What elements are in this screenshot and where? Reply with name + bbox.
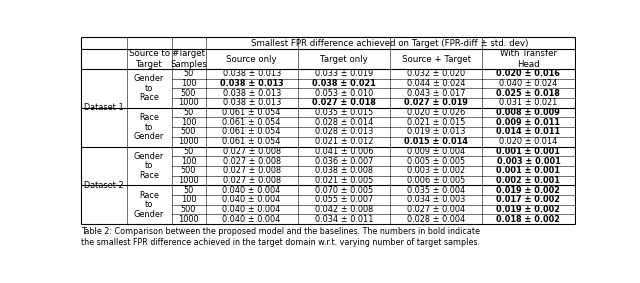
Text: 0.020 ± 0.016: 0.020 ± 0.016 — [497, 69, 561, 78]
Text: Table 2: Comparison between the proposed model and the baselines. The numbers in: Table 2: Comparison between the proposed… — [81, 227, 481, 247]
Text: 0.027 ± 0.008: 0.027 ± 0.008 — [223, 176, 281, 185]
Text: 100: 100 — [180, 118, 196, 127]
Text: With Transfer
Head: With Transfer Head — [500, 50, 557, 68]
Text: 500: 500 — [181, 166, 196, 175]
Text: 0.028 ± 0.014: 0.028 ± 0.014 — [315, 118, 373, 127]
Text: 0.017 ± 0.002: 0.017 ± 0.002 — [497, 196, 561, 204]
Text: 500: 500 — [181, 127, 196, 136]
Text: 0.034 ± 0.003: 0.034 ± 0.003 — [407, 196, 465, 204]
Text: 0.038 ± 0.013: 0.038 ± 0.013 — [223, 98, 281, 107]
Text: 0.040 ± 0.004: 0.040 ± 0.004 — [223, 196, 281, 204]
Text: 0.009 ± 0.004: 0.009 ± 0.004 — [407, 147, 465, 156]
Text: 0.014 ± 0.011: 0.014 ± 0.011 — [497, 127, 561, 136]
Text: 0.027 ± 0.018: 0.027 ± 0.018 — [312, 98, 376, 107]
Text: 0.027 ± 0.008: 0.027 ± 0.008 — [223, 166, 281, 175]
Text: 0.027 ± 0.019: 0.027 ± 0.019 — [404, 98, 468, 107]
Text: 0.040 ± 0.024: 0.040 ± 0.024 — [499, 79, 557, 88]
Text: 0.032 ± 0.020: 0.032 ± 0.020 — [407, 69, 465, 78]
Text: Gender
to
Race: Gender to Race — [134, 152, 164, 180]
Text: 500: 500 — [181, 89, 196, 98]
Text: 50: 50 — [184, 108, 194, 117]
Text: 0.061 ± 0.054: 0.061 ± 0.054 — [223, 118, 281, 127]
Text: 0.018 ± 0.002: 0.018 ± 0.002 — [497, 215, 561, 224]
Text: 0.027 ± 0.008: 0.027 ± 0.008 — [223, 147, 281, 156]
Text: 0.043 ± 0.017: 0.043 ± 0.017 — [407, 89, 465, 98]
Text: 100: 100 — [180, 156, 196, 166]
Text: 0.070 ± 0.005: 0.070 ± 0.005 — [315, 186, 373, 195]
Text: 0.041 ± 0.006: 0.041 ± 0.006 — [315, 147, 373, 156]
Text: 0.003 ± 0.001: 0.003 ± 0.001 — [497, 156, 560, 166]
Text: 0.015 ± 0.014: 0.015 ± 0.014 — [404, 137, 468, 146]
Text: 0.005 ± 0.005: 0.005 ± 0.005 — [407, 156, 465, 166]
Text: 0.038 ± 0.021: 0.038 ± 0.021 — [312, 79, 376, 88]
Text: 0.044 ± 0.024: 0.044 ± 0.024 — [407, 79, 465, 88]
Text: 0.038 ± 0.008: 0.038 ± 0.008 — [315, 166, 373, 175]
Text: Race
to
Gender: Race to Gender — [134, 190, 164, 219]
Text: 0.008 ± 0.009: 0.008 ± 0.009 — [497, 108, 561, 117]
Text: 0.061 ± 0.054: 0.061 ± 0.054 — [223, 127, 281, 136]
Text: 50: 50 — [184, 147, 194, 156]
Text: 50: 50 — [184, 186, 194, 195]
Text: 0.035 ± 0.015: 0.035 ± 0.015 — [315, 108, 373, 117]
Text: 0.040 ± 0.004: 0.040 ± 0.004 — [223, 205, 281, 214]
Text: 0.055 ± 0.007: 0.055 ± 0.007 — [315, 196, 373, 204]
Text: 0.036 ± 0.007: 0.036 ± 0.007 — [315, 156, 373, 166]
Text: 0.019 ± 0.013: 0.019 ± 0.013 — [407, 127, 465, 136]
Text: 0.038 ± 0.013: 0.038 ± 0.013 — [223, 89, 281, 98]
Text: Source to
Target: Source to Target — [129, 50, 170, 68]
Text: 0.040 ± 0.004: 0.040 ± 0.004 — [223, 186, 281, 195]
Text: 0.020 ± 0.014: 0.020 ± 0.014 — [499, 137, 557, 146]
Text: 0.006 ± 0.005: 0.006 ± 0.005 — [407, 176, 465, 185]
Text: 0.033 ± 0.019: 0.033 ± 0.019 — [315, 69, 373, 78]
Text: 0.028 ± 0.004: 0.028 ± 0.004 — [407, 215, 465, 224]
Text: 0.019 ± 0.002: 0.019 ± 0.002 — [497, 186, 561, 195]
Text: 1000: 1000 — [178, 176, 199, 185]
Text: 0.027 ± 0.008: 0.027 ± 0.008 — [223, 156, 281, 166]
Text: 1000: 1000 — [178, 215, 199, 224]
Text: 100: 100 — [180, 79, 196, 88]
Text: 0.009 ± 0.011: 0.009 ± 0.011 — [497, 118, 561, 127]
Text: Source only: Source only — [227, 55, 277, 63]
Text: 0.003 ± 0.002: 0.003 ± 0.002 — [407, 166, 465, 175]
Text: 50: 50 — [184, 69, 194, 78]
Text: 0.040 ± 0.004: 0.040 ± 0.004 — [223, 215, 281, 224]
Text: 0.021 ± 0.005: 0.021 ± 0.005 — [315, 176, 373, 185]
Text: Target only: Target only — [320, 55, 368, 63]
Text: 0.061 ± 0.054: 0.061 ± 0.054 — [223, 108, 281, 117]
Text: Gender
to
Race: Gender to Race — [134, 74, 164, 102]
Text: Dataset 2: Dataset 2 — [84, 181, 124, 190]
Text: 1000: 1000 — [178, 137, 199, 146]
Text: 0.019 ± 0.002: 0.019 ± 0.002 — [497, 205, 561, 214]
Text: Source + Target: Source + Target — [401, 55, 471, 63]
Text: Dataset 1: Dataset 1 — [84, 103, 124, 112]
Text: 0.053 ± 0.010: 0.053 ± 0.010 — [315, 89, 373, 98]
Text: 100: 100 — [180, 196, 196, 204]
Text: 0.061 ± 0.054: 0.061 ± 0.054 — [223, 137, 281, 146]
Text: 1000: 1000 — [178, 98, 199, 107]
Text: 0.042 ± 0.008: 0.042 ± 0.008 — [315, 205, 373, 214]
Text: 0.027 ± 0.004: 0.027 ± 0.004 — [407, 205, 465, 214]
Text: 0.002 ± 0.001: 0.002 ± 0.001 — [497, 176, 561, 185]
Text: 0.028 ± 0.013: 0.028 ± 0.013 — [315, 127, 373, 136]
Text: #Target
Samples: #Target Samples — [170, 50, 207, 68]
Text: 0.021 ± 0.015: 0.021 ± 0.015 — [407, 118, 465, 127]
Text: 0.020 ± 0.026: 0.020 ± 0.026 — [407, 108, 465, 117]
Text: 0.021 ± 0.012: 0.021 ± 0.012 — [315, 137, 373, 146]
Text: 0.001 ± 0.001: 0.001 ± 0.001 — [497, 147, 561, 156]
Text: 0.035 ± 0.004: 0.035 ± 0.004 — [407, 186, 465, 195]
Text: 0.031 ± 0.021: 0.031 ± 0.021 — [499, 98, 557, 107]
Text: 0.038 ± 0.013: 0.038 ± 0.013 — [220, 79, 284, 88]
Text: 500: 500 — [181, 205, 196, 214]
Text: 0.038 ± 0.013: 0.038 ± 0.013 — [223, 69, 281, 78]
Text: 0.034 ± 0.011: 0.034 ± 0.011 — [315, 215, 373, 224]
Text: 0.025 ± 0.018: 0.025 ± 0.018 — [497, 89, 561, 98]
Text: Smallest FPR difference achieved on Target (FPR-diff ± std. dev): Smallest FPR difference achieved on Targ… — [252, 39, 529, 48]
Text: Race
to
Gender: Race to Gender — [134, 113, 164, 141]
Text: 0.001 ± 0.001: 0.001 ± 0.001 — [497, 166, 561, 175]
